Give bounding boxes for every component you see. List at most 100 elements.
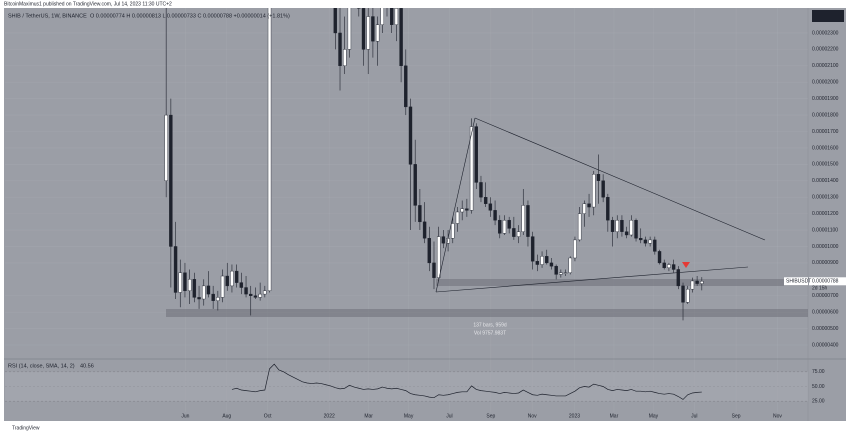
candle-body — [479, 182, 483, 198]
candle-body — [216, 297, 220, 301]
candle-body — [521, 205, 525, 232]
candle-body — [577, 213, 582, 241]
candle-body — [258, 293, 262, 298]
candle-body — [526, 205, 530, 237]
candle-body — [460, 208, 464, 213]
candle-body — [404, 65, 408, 108]
y-tick-label: 0.00001100 — [812, 227, 838, 233]
x-tick-label: 2022 — [324, 413, 335, 419]
candle-body — [676, 269, 681, 287]
candle-body — [197, 297, 201, 300]
y-tick-label: 0.00001800 — [812, 112, 839, 118]
x-tick-label: Jul — [691, 413, 697, 419]
candle-body — [187, 279, 192, 292]
y-tick-label: 0.00001200 — [812, 211, 839, 217]
y-tick-label: 0.00001900 — [812, 96, 839, 102]
x-tick-label: Nov — [773, 413, 782, 419]
candle-body — [455, 211, 460, 224]
candle-body — [225, 275, 229, 287]
candle-body — [451, 223, 455, 239]
rsi-line — [231, 363, 702, 400]
candle-body — [624, 231, 629, 236]
candle-body — [568, 257, 572, 273]
candle-body — [173, 246, 178, 293]
candle-body — [220, 275, 225, 298]
candle-body — [389, 8, 394, 25]
y-tick-label: 0.00002300 — [812, 30, 839, 36]
logo-box — [812, 10, 844, 22]
candle-body — [230, 270, 234, 287]
price-pane — [164, 8, 808, 321]
y-tick-label: 0.00001700 — [812, 129, 839, 135]
y-tick-label: 0.00001300 — [812, 195, 839, 201]
y-tick-label: 25.00 — [812, 399, 825, 405]
candle-body — [596, 174, 601, 181]
candle-body — [657, 251, 662, 264]
candle-body — [347, 8, 352, 50]
candle-body — [169, 114, 173, 247]
candle-body — [662, 262, 666, 269]
arrow-marker — [682, 262, 690, 268]
candle-body — [357, 8, 361, 9]
candle-body — [206, 285, 211, 295]
candle-body — [375, 24, 380, 42]
candle-body — [559, 272, 563, 275]
candle-body — [549, 262, 554, 267]
candle-body — [263, 290, 267, 295]
x-tick-label: Sep — [732, 413, 741, 419]
candle-body — [436, 236, 441, 278]
candle-body — [202, 285, 206, 300]
candle-body — [690, 280, 695, 290]
candle-body — [639, 238, 643, 241]
candle-body — [253, 295, 258, 298]
candle-body — [540, 256, 544, 265]
trend-line — [474, 117, 766, 241]
candle-body — [422, 221, 427, 239]
candle-body — [554, 265, 558, 275]
publisher-header: BitcoinMaximus1 published on TradingView… — [4, 1, 172, 7]
candle-body — [427, 238, 431, 264]
resistance-zone — [436, 279, 808, 286]
candle-body — [361, 8, 366, 50]
trend-line — [435, 117, 476, 293]
candle-body — [545, 256, 549, 264]
x-tick-label: Jul — [446, 413, 452, 419]
y-tick-label: 0.00001000 — [812, 244, 839, 250]
x-tick-label: May — [404, 413, 414, 419]
candle-body — [530, 236, 535, 262]
candle-body — [483, 196, 488, 204]
candle-body — [615, 219, 619, 232]
y-tick-label: 0.00000500 — [812, 326, 839, 332]
y-tick-label: 0.00001400 — [812, 178, 839, 184]
candle-body — [164, 114, 168, 181]
candle-body — [432, 262, 436, 278]
y-tick-label: 0.00002200 — [812, 47, 839, 53]
candles — [164, 8, 704, 321]
candle-body — [686, 288, 690, 303]
candle-body — [343, 49, 347, 67]
candle-body — [653, 239, 657, 252]
candle-body — [629, 219, 634, 236]
candle-body — [582, 203, 587, 214]
candle-body — [469, 126, 474, 211]
candle-body — [516, 231, 521, 237]
last-price-label: 0.00000788 — [812, 279, 839, 285]
rsi-line-group — [231, 363, 702, 400]
candle-body — [601, 180, 605, 198]
candle-body — [563, 272, 568, 274]
y-tick-label: 0.00002000 — [812, 80, 839, 86]
candle-body — [488, 203, 493, 211]
y-tick-label: 0.00000400 — [812, 342, 839, 348]
x-tick-label: Mar — [610, 413, 619, 419]
candle-body — [333, 8, 338, 34]
candle-body — [418, 205, 422, 223]
x-tick-label: Aug — [222, 413, 231, 419]
chart-background — [4, 8, 846, 421]
candle-body — [587, 203, 591, 208]
candle-body — [399, 8, 403, 67]
candle-body — [535, 261, 540, 265]
candle-body — [592, 174, 596, 208]
x-tick-label: Jun — [181, 413, 189, 419]
